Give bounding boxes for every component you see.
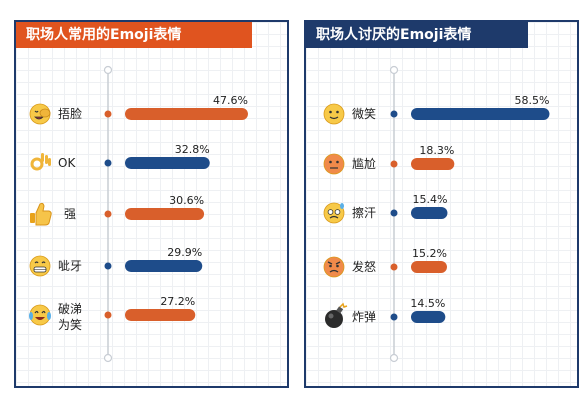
bar xyxy=(411,207,448,219)
bar xyxy=(411,108,550,120)
category-label: OK xyxy=(58,156,76,170)
chart-panel-disliked: 职场人讨厌的Emoji表情 微笑 58.5% 尴尬 18.3% 擦汗 15.4% 发怒 15.… xyxy=(304,20,579,388)
chart-title: 职场人讨厌的Emoji表情 xyxy=(306,22,528,48)
chart-panel-common: 职场人常用的Emoji表情 捂脸 47.6% OK 32.8% 强 30.6% 呲牙 29.9… xyxy=(14,20,289,388)
value-label: 27.2% xyxy=(160,295,195,308)
value-label: 15.2% xyxy=(412,247,447,260)
category-label: 尴尬 xyxy=(352,156,376,171)
axis-dot xyxy=(104,210,112,218)
axis-cap xyxy=(103,65,113,75)
facepalm-emoji-icon xyxy=(29,103,51,125)
axis-dot xyxy=(390,209,398,217)
bar xyxy=(411,158,455,170)
bomb-emoji-icon xyxy=(325,302,348,328)
bar xyxy=(411,311,446,323)
bar xyxy=(125,309,196,321)
bar xyxy=(125,260,203,272)
axis-dot xyxy=(390,110,398,118)
axis-dot xyxy=(390,160,398,168)
axis-cap xyxy=(103,353,113,363)
axis-dot xyxy=(104,262,112,270)
value-label: 32.8% xyxy=(175,143,210,156)
value-label: 18.3% xyxy=(419,144,454,157)
axis-cap xyxy=(389,65,399,75)
category-label: 强 xyxy=(64,207,76,221)
chart-title: 职场人常用的Emoji表情 xyxy=(16,22,252,48)
bar xyxy=(411,261,447,273)
value-label: 58.5% xyxy=(514,94,549,107)
axis-cap xyxy=(389,353,399,363)
bar xyxy=(125,208,205,220)
axis-dot xyxy=(104,159,112,167)
sweat-emoji-icon xyxy=(323,202,345,224)
category-label: 微笑 xyxy=(352,106,376,121)
smile-emoji-icon xyxy=(323,103,345,125)
bar xyxy=(125,157,210,169)
value-label: 30.6% xyxy=(169,194,204,207)
category-label: 破涕 xyxy=(58,301,82,316)
category-label: 擦汗 xyxy=(352,206,376,220)
category-label: 炸弹 xyxy=(352,310,376,324)
category-label: 捂脸 xyxy=(58,106,82,121)
axis-dot xyxy=(104,311,112,319)
value-label: 15.4% xyxy=(412,193,447,206)
category-label: 发怒 xyxy=(352,259,376,274)
axis-dot xyxy=(104,110,112,118)
value-label: 14.5% xyxy=(410,297,445,310)
ok-hand-emoji-icon xyxy=(30,153,51,171)
axis-dot xyxy=(390,313,398,321)
angry-emoji-icon xyxy=(323,256,345,278)
value-label: 47.6% xyxy=(213,94,248,107)
thumbs-up-emoji-icon xyxy=(30,202,52,226)
category-label: 为笑 xyxy=(58,317,82,332)
tears-of-joy-emoji-icon xyxy=(29,304,51,326)
axis-dot xyxy=(390,263,398,271)
grin-emoji-icon xyxy=(29,255,51,277)
awkward-emoji-icon xyxy=(323,153,345,175)
bar xyxy=(125,108,248,120)
category-label: 呲牙 xyxy=(58,259,82,273)
value-label: 29.9% xyxy=(167,246,202,259)
bar-chart-disliked: 微笑 58.5% 尴尬 18.3% 擦汗 15.4% 发怒 15.2% 炸弹 14.5% xyxy=(323,65,550,363)
